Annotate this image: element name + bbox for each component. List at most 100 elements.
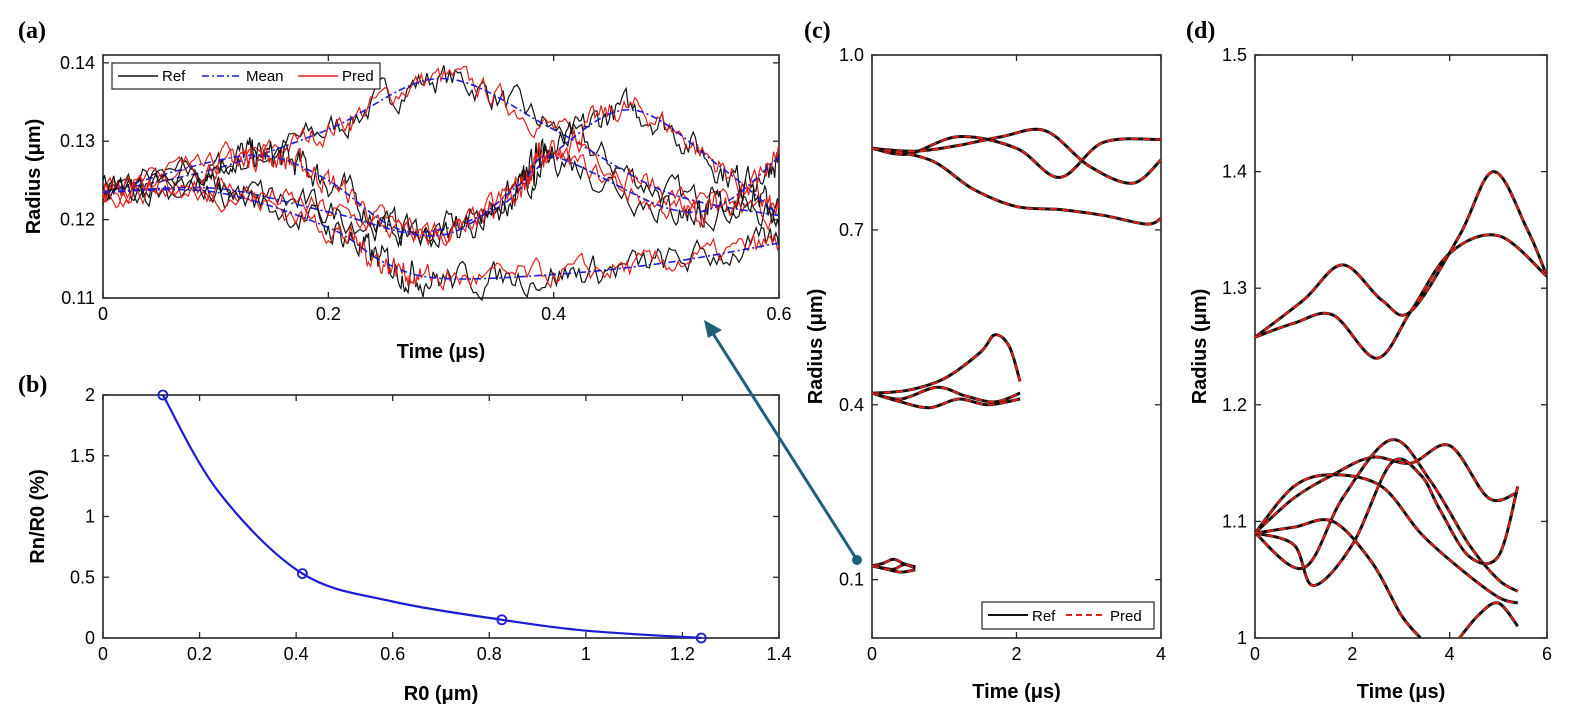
panel-c-pred-line: [872, 147, 1161, 226]
panel-d-ref-line: [1255, 170, 1547, 339]
panel-a-ref-line: [102, 172, 780, 302]
panel-a-xtick-label: 0: [98, 304, 108, 324]
panel-b-xtick-label: 0.6: [380, 644, 405, 664]
panel-a-legend: Ref Mean Pred: [111, 62, 381, 90]
panel-label-b: (b): [18, 372, 47, 398]
panel-d-xlabel: Time (μs): [1357, 681, 1446, 703]
panel-d-ytick-label: 1.2: [1222, 395, 1247, 415]
panel-b-ytick-label: 1: [85, 507, 95, 527]
panel-d-pred-line: [1255, 438, 1519, 593]
panel-b-ytick-label: 0: [85, 628, 95, 648]
panel-b-xtick-label: 0.2: [187, 644, 212, 664]
panel-a-ytick-label: 0.13: [60, 131, 95, 151]
panel-d-ytick-label: 1.3: [1222, 278, 1247, 298]
panel-c-ylabel: Radius (μm): [805, 289, 827, 405]
panel-d-xtick-label: 6: [1542, 644, 1552, 664]
panel-d-ytick-label: 1.1: [1222, 511, 1247, 531]
panel-b-ytick-label: 2: [85, 385, 95, 405]
panel-c-xlabel: Time (μs): [972, 681, 1061, 703]
panel-c-pred-line: [872, 333, 1022, 395]
panel-d-ref-line: [1255, 518, 1422, 638]
panel-d-pred-line: [1255, 170, 1547, 338]
panel-b-point: [157, 389, 169, 401]
panel-d-pred-line: [1255, 473, 1519, 604]
panel-c-pred-line: [872, 563, 916, 571]
panel-c-ytick-label: 0.4: [839, 395, 864, 415]
panel-c-legend-label: Ref: [1032, 608, 1056, 625]
panel-b-xlabel: R0 (μm): [404, 683, 478, 705]
panel-a-xtick-label: 0.6: [766, 304, 791, 324]
panel-b-chart: 0 0.2 0.4 0.6 0.8 1 1.2 1.4 0 0.5 1 1.5 2 R0 (μm) Rn/R…: [27, 385, 792, 705]
panel-d-pred-line: [1255, 457, 1519, 587]
panel-c-ytick-label: 0.1: [839, 570, 864, 590]
panel-a-legend-label: Pred: [342, 68, 374, 85]
panel-d-series: [1255, 170, 1547, 638]
panel-d-axes-box: [1254, 54, 1548, 639]
panel-c-chart: 0 2 4 0.1 0.4 0.7 1.0 Time (μs) Radius (μm) Ref Pr…: [805, 45, 1166, 703]
panel-c-legend: Ref Pred: [981, 601, 1155, 630]
panel-d-pred-line: [1255, 233, 1547, 360]
panel-a-xlabel: Time (μs): [397, 341, 486, 363]
panel-b-xtick-label: 1.4: [766, 644, 791, 664]
panel-c-xtick-label: 0: [867, 644, 877, 664]
panel-b-xtick-label: 1: [581, 644, 591, 664]
panel-label-c: (c): [804, 18, 831, 44]
panel-c-axes-box: [871, 54, 1162, 639]
panel-b-xtick-label: 0.4: [284, 644, 309, 664]
panel-c-ytick-label: 1.0: [839, 45, 864, 65]
panel-a-ytick-label: 0.12: [60, 210, 95, 230]
panel-d-xtick-label: 2: [1347, 644, 1357, 664]
panel-label-d: (d): [1186, 18, 1215, 44]
panel-c-ref-line: [872, 127, 1161, 185]
panel-a-xtick-label: 0.4: [541, 304, 566, 324]
panel-d-xtick-label: 0: [1250, 644, 1260, 664]
panel-a-mean-line: [102, 77, 780, 217]
panel-a-ref-line: [102, 65, 780, 232]
panel-c-legend-box: [981, 601, 1155, 630]
panel-a-pred-line: [102, 180, 780, 292]
panel-a-pred-line: [102, 65, 780, 232]
panel-c-pred-line: [872, 392, 1021, 409]
panel-a-xtick-label: 0.2: [316, 304, 341, 324]
connector-arrow: [704, 320, 862, 565]
panel-a-ytick-label: 0.11: [61, 288, 95, 308]
panel-c-legend-label: Pred: [1110, 608, 1142, 625]
panel-b-xtick-label: 0.8: [477, 644, 502, 664]
panel-c-xtick-label: 4: [1156, 644, 1166, 664]
panel-b-xtick-label: 0: [98, 644, 108, 664]
panel-a-mean-line: [102, 109, 780, 233]
connector-arrowhead: [704, 320, 722, 338]
panel-d-xtick-label: 4: [1445, 644, 1455, 664]
panel-d-ref-line: [1255, 233, 1547, 360]
panel-d-ylabel: Radius (μm): [1189, 289, 1211, 405]
panel-d-ref-line: [1458, 601, 1519, 638]
panel-c-ref-line: [872, 333, 1022, 395]
panel-a-ylabel: Radius (μm): [23, 119, 45, 235]
connector-line: [710, 331, 859, 561]
panel-b-line: [161, 394, 702, 640]
panel-b-ytick-label: 0.5: [70, 567, 95, 587]
panel-b-point: [297, 568, 308, 580]
panel-a-mean-line: [102, 188, 780, 280]
panel-a-mean-line: [102, 155, 780, 237]
panel-a-ref-line: [102, 137, 780, 249]
panel-c-ytick-label: 0.7: [839, 220, 864, 240]
panel-c-ref-line: [872, 146, 1161, 226]
panel-a-chart: 0 0.2 0.4 0.6 0.11 0.12 0.13 0.14 Ref Mean Pred Tim…: [23, 53, 792, 363]
panel-b-axes-box: [102, 394, 780, 639]
panel-c-xtick-label: 2: [1011, 644, 1021, 664]
panel-d-ytick-label: 1.4: [1222, 162, 1247, 182]
panel-c-pred-line: [872, 564, 916, 574]
panel-c-pred-line: [872, 386, 1021, 403]
panel-b-ytick-label: 1.5: [70, 446, 95, 466]
panel-b-point: [496, 614, 508, 626]
panel-b-point: [695, 632, 707, 644]
panel-a-pred-line: [102, 96, 780, 244]
panel-d-ytick-label: 1: [1237, 628, 1247, 648]
panel-d-pred-line: [1458, 601, 1519, 638]
panel-d-ytick-label: 1.5: [1222, 45, 1247, 65]
panel-a-legend-label: Ref: [162, 68, 186, 85]
panel-a-axes-box: [102, 54, 780, 299]
panel-b-xtick-label: 1.2: [670, 644, 695, 664]
